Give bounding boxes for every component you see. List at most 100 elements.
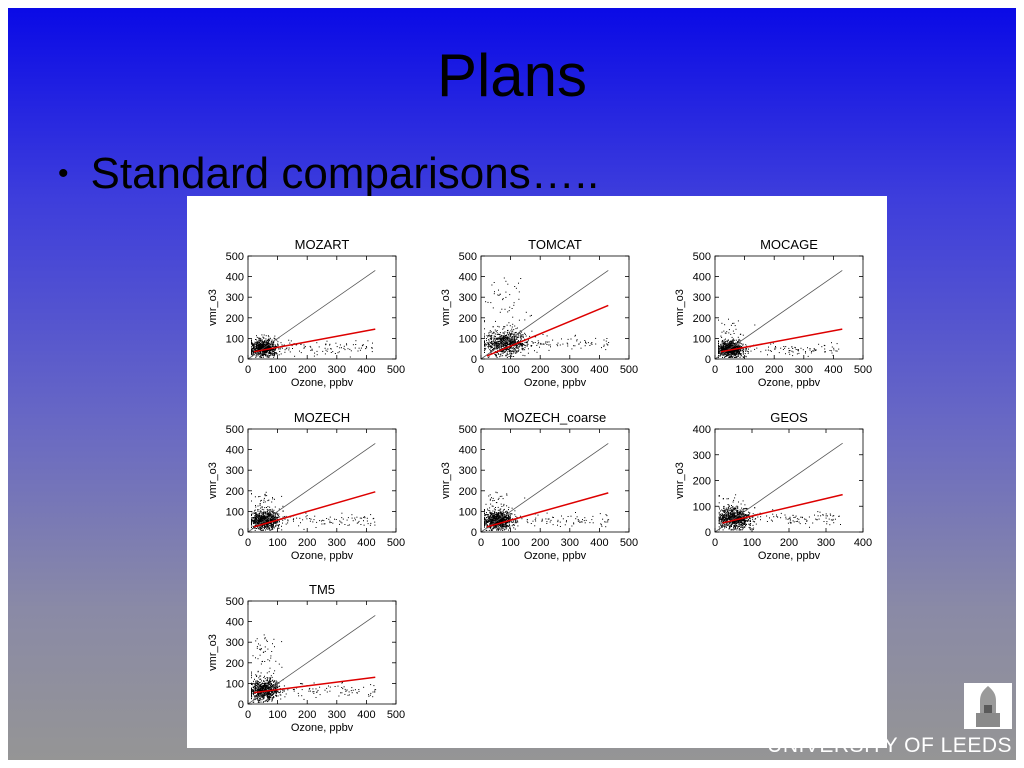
data-point [266,356,268,358]
data-point [253,512,255,514]
data-point [730,342,731,344]
data-point [504,520,506,522]
data-point [494,291,495,293]
data-point [491,336,493,338]
data-point [548,344,550,346]
data-point [513,334,515,335]
data-point [265,349,267,351]
data-point [491,342,493,344]
data-point [721,352,723,354]
data-point [547,518,549,520]
data-point [497,337,499,339]
data-point [264,493,266,495]
data-point [519,344,521,346]
data-point [739,516,741,518]
data-point [532,342,534,344]
data-point [723,354,725,356]
data-point [537,343,539,345]
data-point [505,517,507,518]
data-point [503,339,504,341]
data-point [252,344,254,346]
data-point [276,516,278,518]
data-point [718,354,719,356]
data-point [313,355,315,357]
data-point [510,521,512,523]
data-point [506,524,508,526]
data-point [506,516,508,518]
data-point [260,507,262,509]
data-point [488,332,490,334]
data-point [267,500,269,502]
data-point [259,345,261,347]
data-point [275,515,276,517]
data-point [260,354,262,356]
data-point [731,506,733,508]
data-point [490,335,491,337]
data-point [744,508,746,510]
data-point [729,347,731,349]
data-point [269,525,271,527]
data-point [830,350,832,352]
data-point [306,515,308,517]
data-point [253,523,255,525]
data-point [266,525,268,527]
data-point [484,345,486,347]
data-point [736,352,738,354]
data-point [516,344,518,346]
data-point [505,349,506,351]
data-point [327,348,329,350]
data-point [523,344,525,346]
data-point [262,343,264,345]
data-point [276,522,278,524]
data-point [516,520,518,522]
data-point [252,350,254,352]
data-point [494,338,496,340]
data-point [505,336,507,338]
data-point [360,524,362,525]
data-point [272,354,274,356]
data-point [489,498,491,500]
data-point [271,344,273,345]
data-point [487,525,489,527]
data-point [268,527,270,529]
data-point [507,519,509,521]
data-point [576,340,578,342]
data-point [502,527,504,529]
data-point [489,518,491,520]
data-point [489,513,491,515]
data-point [509,353,511,355]
data-point [744,504,746,506]
data-point [257,510,259,512]
data-point [253,346,255,348]
data-point [724,347,726,349]
data-point [522,354,524,356]
data-point [531,330,533,332]
data-point [262,519,264,521]
data-point [272,345,274,347]
data-point [490,302,492,304]
data-point [811,351,813,352]
data-point [292,348,293,349]
data-point [738,346,740,348]
data-point [335,519,337,520]
data-point [252,513,254,515]
data-point [499,516,501,518]
y-tick-label: 200 [226,313,244,325]
data-point [546,335,548,337]
data-point [261,518,263,520]
data-point [503,345,505,347]
data-point [729,351,731,353]
data-point [314,515,316,517]
data-point [253,517,255,518]
data-point [251,521,252,523]
data-point [264,524,266,526]
data-point [502,336,504,337]
data-point [496,512,498,514]
fit-line [486,492,609,528]
data-point [278,354,280,356]
data-point [504,344,506,346]
data-point [493,343,495,345]
point-cloud [484,277,610,358]
data-point [293,518,295,520]
